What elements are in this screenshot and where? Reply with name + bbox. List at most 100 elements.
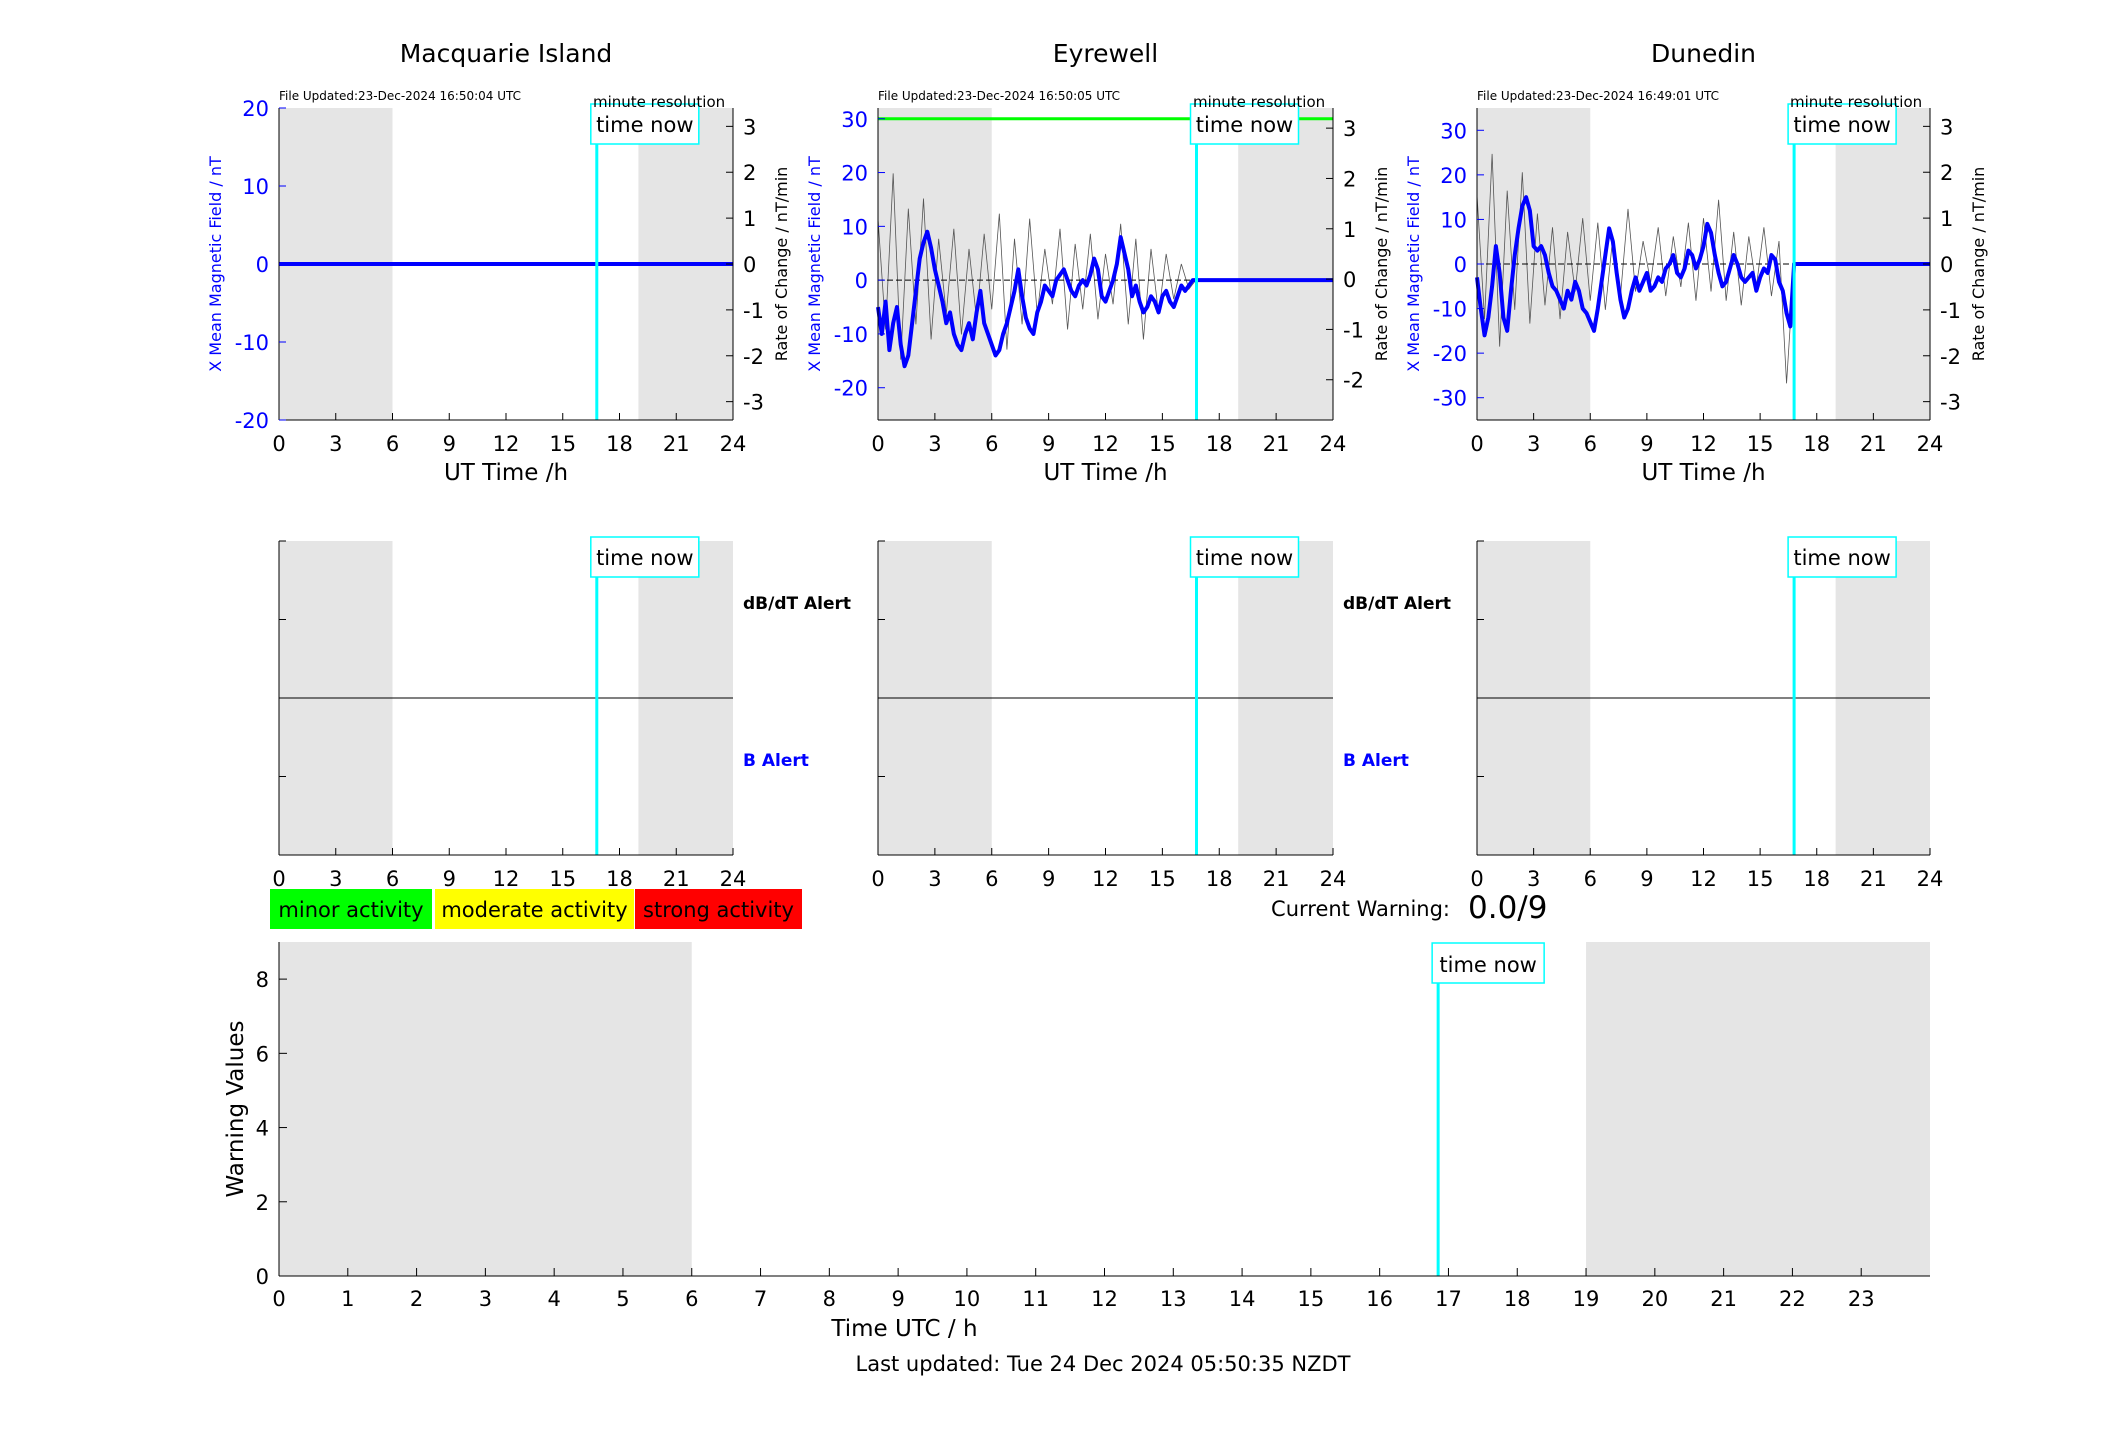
night-shading [1238, 108, 1333, 420]
db-dt-alert-label: dB/dT Alert [743, 594, 851, 614]
x-tick-label: 3 [329, 432, 342, 456]
time-now-box [1787, 103, 1897, 145]
rate-of-change-series [877, 173, 1333, 360]
time-now-label: time now [1196, 113, 1293, 137]
magnetic-field-series [876, 229, 1333, 369]
file-updated-label: File Updated:23-Dec-2024 16:49:01 UTC [1477, 89, 1719, 103]
x-tick-label: 9 [1042, 867, 1055, 891]
file-updated-label: File Updated:23-Dec-2024 16:50:04 UTC [279, 89, 521, 103]
x-tick-label: 6 [386, 867, 399, 891]
x-tick-label: 17 [1435, 1287, 1462, 1311]
station-title: Macquarie Island [400, 39, 613, 68]
right-y-tick-label: 1 [1940, 207, 1953, 231]
right-y-tick-label: 0 [1940, 253, 1953, 277]
y-axis-title: Warning Values [223, 1020, 249, 1197]
x-tick-label: 3 [479, 1287, 492, 1311]
left-y-tick-label: -20 [235, 409, 269, 433]
y-tick-label: 8 [256, 968, 269, 992]
legend-moderate-activity-swatch [435, 889, 634, 929]
x-tick-label: 3 [928, 432, 941, 456]
x-tick-label: 0 [1470, 867, 1483, 891]
x-tick-label: 4 [547, 1287, 560, 1311]
time-now-box [590, 536, 700, 578]
x-tick-label: 18 [1206, 432, 1233, 456]
right-y-tick-label: 3 [743, 115, 756, 139]
x-tick-label: 0 [272, 867, 285, 891]
x-tick-label: 21 [1710, 1287, 1737, 1311]
magnetic-field-series [1475, 195, 1930, 338]
right-y-tick-label: -2 [743, 345, 764, 369]
legend-strong-activity: strong activity [643, 898, 794, 922]
x-tick-label: 9 [443, 432, 456, 456]
right-y-tick-label: -3 [1940, 391, 1961, 415]
left-y-tick-label: 0 [855, 269, 868, 293]
x-tick-label: 12 [1092, 432, 1119, 456]
x-tick-label: 12 [1092, 867, 1119, 891]
x-tick-label: 6 [685, 1287, 698, 1311]
right-y-tick-label: -2 [1940, 345, 1961, 369]
x-tick-label: 15 [1149, 432, 1176, 456]
x-tick-label: 21 [663, 432, 690, 456]
x-tick-label: 19 [1573, 1287, 1600, 1311]
last-updated-label: Last updated: Tue 24 Dec 2024 05:50:35 N… [856, 1352, 1351, 1376]
x-tick-label: 15 [1747, 432, 1774, 456]
right-y-tick-label: -1 [743, 299, 764, 323]
time-now-label: time now [596, 113, 693, 137]
x-tick-label: 18 [1504, 1287, 1531, 1311]
x-tick-label: 23 [1848, 1287, 1875, 1311]
x-tick-label: 21 [1860, 867, 1887, 891]
y-tick-label: 0 [256, 1265, 269, 1289]
x-tick-label: 21 [663, 867, 690, 891]
left-y-axis-title: X Mean Magnetic Field / nT [1404, 156, 1423, 372]
x-tick-label: 20 [1641, 1287, 1668, 1311]
x-tick-label: 6 [985, 432, 998, 456]
left-y-tick-label: 20 [242, 97, 269, 121]
legend-minor-activity: minor activity [278, 898, 423, 922]
left-y-tick-label: -30 [1433, 387, 1467, 411]
x-tick-label: 9 [1042, 432, 1055, 456]
right-y-tick-label: -2 [1343, 369, 1364, 393]
left-y-tick-label: -10 [834, 323, 868, 347]
left-y-tick-label: -10 [1433, 298, 1467, 322]
x-tick-label: 24 [1917, 432, 1944, 456]
x-tick-label: 18 [1206, 867, 1233, 891]
x-axis-title: UT Time /h [1641, 460, 1765, 486]
x-tick-label: 21 [1263, 432, 1290, 456]
x-axis-title: Time UTC / h [830, 1316, 977, 1342]
x-tick-label: 18 [1803, 867, 1830, 891]
x-tick-label: 15 [549, 867, 576, 891]
night-shading [279, 942, 692, 1276]
left-y-tick-label: -10 [235, 331, 269, 355]
x-tick-label: 3 [1527, 432, 1540, 456]
x-axis-title: UT Time /h [1043, 460, 1167, 486]
time-now-box [1787, 536, 1897, 578]
x-tick-label: 5 [616, 1287, 629, 1311]
x-tick-label: 0 [1470, 432, 1483, 456]
b-alert-label: B Alert [1343, 751, 1409, 771]
left-y-tick-label: 10 [841, 215, 868, 239]
time-now-label: time now [1793, 546, 1890, 570]
left-y-tick-label: 20 [1440, 164, 1467, 188]
x-tick-label: 24 [1320, 432, 1347, 456]
x-tick-label: 6 [985, 867, 998, 891]
x-tick-label: 18 [606, 432, 633, 456]
night-shading [1586, 942, 1930, 1276]
x-tick-label: 3 [928, 867, 941, 891]
x-tick-label: 0 [871, 867, 884, 891]
x-tick-label: 6 [1584, 432, 1597, 456]
left-y-axis-title: X Mean Magnetic Field / nT [206, 156, 225, 372]
right-y-axis-title: Rate of Change / nT/min [1969, 167, 1988, 362]
x-tick-label: 21 [1860, 432, 1887, 456]
file-updated-label: File Updated:23-Dec-2024 16:50:05 UTC [878, 89, 1120, 103]
left-y-tick-label: 10 [1440, 208, 1467, 232]
resolution-label: minute resolution [1790, 93, 1922, 111]
x-tick-label: 0 [272, 1287, 285, 1311]
right-y-tick-label: 0 [1343, 268, 1356, 292]
x-tick-label: 18 [606, 867, 633, 891]
right-y-tick-label: -1 [1940, 299, 1961, 323]
db-dt-alert-label: dB/dT Alert [1343, 594, 1451, 614]
time-now-box [1189, 103, 1300, 145]
right-y-axis-title: Rate of Change / nT/min [772, 167, 791, 362]
y-tick-label: 6 [256, 1042, 269, 1066]
